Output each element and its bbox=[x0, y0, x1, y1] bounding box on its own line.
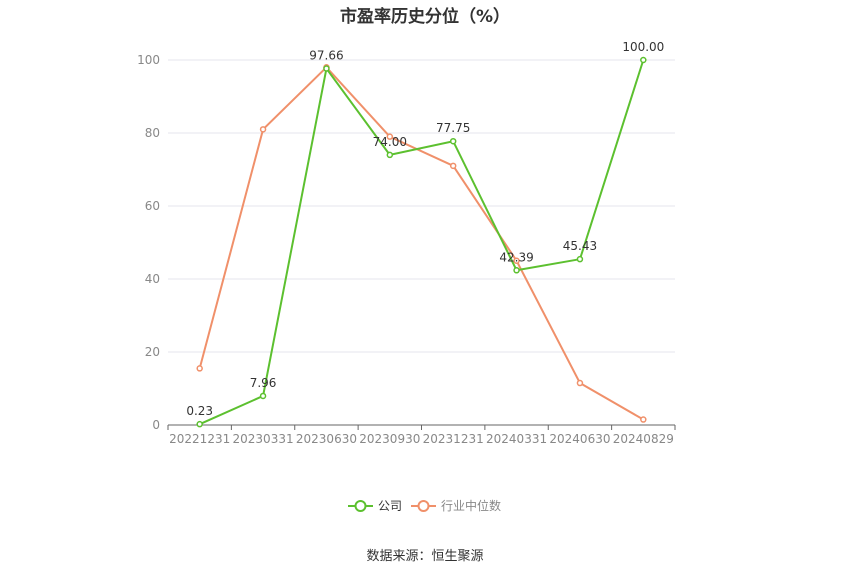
industry-point bbox=[196, 365, 203, 372]
company-data-label: 97.66 bbox=[309, 49, 343, 63]
company-data-label: 0.23 bbox=[186, 404, 213, 418]
x-tick-label: 20240331 bbox=[486, 432, 547, 446]
x-tick-label: 20230630 bbox=[296, 432, 357, 446]
company-data-label: 42.39 bbox=[499, 250, 533, 264]
y-tick-label: 80 bbox=[145, 126, 160, 140]
industry-point bbox=[513, 257, 520, 264]
company-data-label: 74.00 bbox=[373, 135, 407, 149]
x-tick-label: 20240630 bbox=[549, 432, 610, 446]
company-point bbox=[513, 267, 520, 274]
grid-lines bbox=[168, 59, 675, 353]
industry-line bbox=[198, 65, 644, 421]
industry-point bbox=[640, 416, 647, 423]
company-point bbox=[576, 255, 584, 263]
legend-marker-icon bbox=[354, 500, 367, 512]
company-line bbox=[199, 59, 645, 426]
company-point bbox=[196, 420, 203, 428]
legend-item-industry: 行业中位数 bbox=[411, 498, 501, 513]
legend: 公司 行业中位数 bbox=[348, 498, 501, 513]
data-source-note: 数据来源：恒生聚源 bbox=[366, 549, 484, 564]
y-tick-label: 60 bbox=[145, 199, 160, 213]
chart-title: 市盈率历史分位（%） bbox=[339, 7, 511, 27]
legend-label: 行业中位数 bbox=[441, 498, 501, 513]
y-tick-label: 0 bbox=[152, 418, 160, 432]
company-point bbox=[259, 392, 267, 400]
x-tick-label: 20231231 bbox=[423, 432, 484, 446]
data-labels: 0.23 7.96 97.66 74.00 77.75 42.39 45.43 100.00 bbox=[186, 40, 664, 418]
x-tick-label: 20221231 bbox=[169, 432, 230, 446]
industry-point bbox=[259, 126, 267, 133]
x-tick-label: 20240829 bbox=[613, 432, 674, 446]
y-tick-label: 20 bbox=[145, 345, 160, 359]
legend-label: 公司 bbox=[378, 499, 402, 513]
company-point bbox=[323, 65, 330, 72]
legend-item-company: 公司 bbox=[348, 499, 402, 513]
y-tick-label: 100 bbox=[137, 53, 160, 67]
company-data-label: 7.96 bbox=[250, 376, 277, 390]
company-point bbox=[640, 56, 647, 64]
company-data-label: 100.00 bbox=[622, 40, 664, 54]
industry-point bbox=[386, 133, 394, 140]
company-data-label: 77.75 bbox=[436, 121, 470, 135]
series-lines bbox=[196, 56, 647, 428]
industry-point bbox=[576, 379, 584, 387]
x-tick-label: 20230331 bbox=[233, 432, 294, 446]
y-tick-label: 40 bbox=[145, 272, 160, 286]
company-point bbox=[386, 151, 394, 159]
legend-marker-icon bbox=[417, 500, 430, 512]
company-data-label: 45.43 bbox=[563, 239, 597, 253]
company-point bbox=[449, 137, 457, 145]
industry-point bbox=[449, 162, 457, 170]
x-tick-label: 20230930 bbox=[359, 432, 420, 446]
